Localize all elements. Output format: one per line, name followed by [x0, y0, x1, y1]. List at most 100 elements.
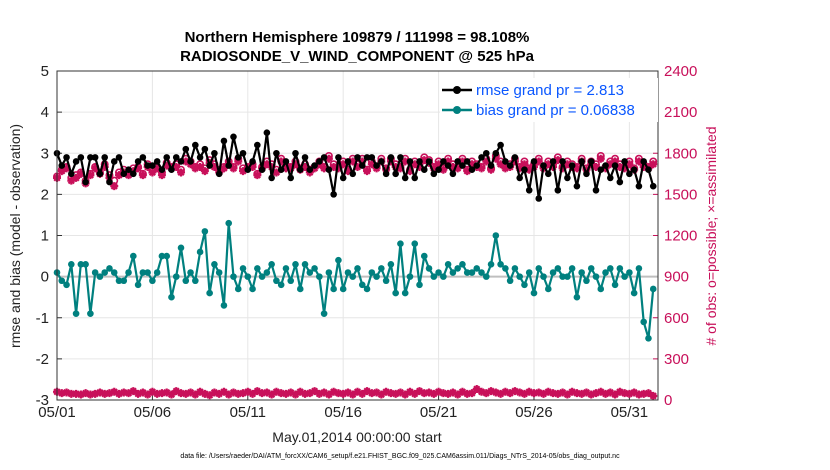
obs-assimilated-point-109: [572, 164, 581, 173]
rmse-point-59: [335, 154, 342, 161]
obs-bottom-marker-117: [611, 390, 620, 399]
rmse-point-60: [339, 174, 347, 182]
obs-bottom-marker-49: [286, 388, 295, 397]
rmse-point-84: [454, 158, 461, 165]
y-tick-label-8: 5: [41, 63, 49, 80]
obs-assimilated-point-1: [57, 167, 66, 176]
bias-point-89: [478, 269, 485, 276]
rmse-point-5: [77, 154, 85, 161]
obs-bottom-marker-32: [205, 391, 214, 400]
obs-assimilated-point-15: [124, 171, 133, 180]
rmse-point-119: [621, 158, 628, 165]
obs-bottom-markers: [53, 385, 658, 400]
rmse-point-86: [463, 158, 471, 165]
obs-assimilated-point-120: [625, 160, 634, 169]
obs-assimilated-point-80: [434, 160, 443, 169]
bias-point-90: [482, 273, 490, 280]
bias-point-35: [220, 302, 228, 309]
rmse-point-9: [96, 170, 104, 178]
rmse-point-81: [440, 158, 447, 165]
obs-bottom-marker-123: [639, 389, 648, 398]
rmse-point-124: [645, 166, 652, 173]
bias-point-13: [115, 277, 123, 285]
obs-assimilated-point-125: [649, 160, 658, 169]
rmse-point-67: [373, 162, 380, 169]
x-tick-labels: 05/01 05/06 05/11 05/16 05/21 05/26 05/31: [38, 395, 648, 421]
rmse-point-102: [540, 162, 547, 169]
bias-point-15: [125, 269, 132, 276]
obs-bottom-marker-62: [348, 390, 357, 399]
obs-bottom-marker-52: [301, 389, 310, 398]
bias-point-113: [592, 273, 600, 280]
obs-bottom-marker-10: [100, 389, 109, 398]
bias-point-93: [497, 260, 504, 268]
rmse-point-68: [378, 158, 385, 165]
obs-bottom-marker-61: [343, 388, 352, 397]
obs-assimilated-point-48: [281, 164, 290, 173]
bias-point-98: [521, 281, 528, 289]
rmse-point-2: [63, 154, 70, 161]
bias-point-48: [282, 265, 290, 272]
obs-bottom-marker-112: [587, 390, 596, 399]
x-tick-label-4: 05/21: [420, 404, 458, 421]
rmse-point-78: [425, 158, 433, 165]
rmse-point-49: [287, 174, 295, 182]
obs-bottom-marker-37: [229, 388, 238, 397]
rmse-point-14: [120, 170, 128, 178]
obs-assimilated-point-111: [582, 165, 591, 174]
obs-bottom-marker-54: [310, 387, 319, 396]
obs-assimilated-point-94: [501, 164, 510, 173]
obs-bottom-marker-105: [553, 389, 562, 398]
obs-bottom-marker-28: [186, 388, 195, 397]
obs-assimilated-point-39: [239, 167, 248, 176]
bias-point-34: [215, 269, 223, 276]
bias-point-1: [58, 277, 66, 285]
y-axis-label: rmse and bias (model - observation): [7, 124, 23, 348]
bias-point-25: [172, 273, 180, 280]
obs-assimilated-point-74: [405, 167, 414, 176]
rmse-point-115: [602, 162, 609, 169]
obs-bottom-marker-36: [224, 390, 233, 399]
obs-bottom-marker-60: [339, 389, 348, 398]
obs-assimilated-point-47: [277, 157, 286, 166]
bias-point-107: [564, 273, 571, 280]
rmse-point-52: [301, 154, 309, 161]
obs-bottom-marker-16: [129, 387, 138, 396]
obs-assimilated-point-114: [596, 154, 605, 163]
y-right-tick-label-1: 300: [664, 351, 689, 368]
obs-assimilated-point-65: [363, 167, 372, 176]
bias-series: [53, 219, 657, 342]
rmse-point-32: [206, 162, 213, 169]
chart-subtitle: RADIOSONDE_V_WIND_COMPONENT @ 525 hPa: [180, 48, 535, 65]
obs-bottom-marker-53: [305, 389, 314, 398]
obs-bottom-marker-63: [353, 387, 362, 396]
obs-assimilated-point-30: [196, 162, 205, 171]
obs-bottom-marker-121: [630, 388, 639, 397]
bias-point-33: [211, 260, 218, 268]
rmse-point-94: [502, 158, 509, 165]
obs-assimilated-point-122: [634, 157, 643, 166]
bias-point-22: [158, 252, 166, 260]
rmse-point-122: [635, 182, 643, 190]
rmse-point-90: [482, 149, 490, 157]
obs-assimilated-point-103: [544, 160, 553, 169]
obs-bottom-marker-40: [243, 387, 252, 396]
obs-assimilated-point-89: [477, 164, 486, 173]
y-right-tick-label-8: 2400: [664, 63, 697, 80]
obs-assimilated-point-37: [229, 164, 238, 173]
bias-point-65: [363, 285, 371, 293]
rmse-point-10: [101, 154, 108, 161]
rmse-point-22: [158, 166, 166, 173]
obs-bottom-marker-5: [76, 390, 85, 399]
obs-bottom-marker-90: [482, 389, 491, 398]
bias-point-76: [416, 281, 423, 289]
obs-bottom-marker-103: [544, 387, 553, 396]
rmse-point-53: [306, 166, 314, 173]
obs-bottom-marker-35: [219, 387, 228, 396]
bias-point-88: [473, 265, 481, 272]
obs-assimilated-point-2: [62, 164, 71, 173]
bias-point-37: [230, 273, 237, 280]
obs-assimilated-point-27: [181, 157, 190, 166]
obs-assimilated-point-31: [200, 167, 209, 176]
obs-bottom-marker-17: [134, 389, 143, 398]
